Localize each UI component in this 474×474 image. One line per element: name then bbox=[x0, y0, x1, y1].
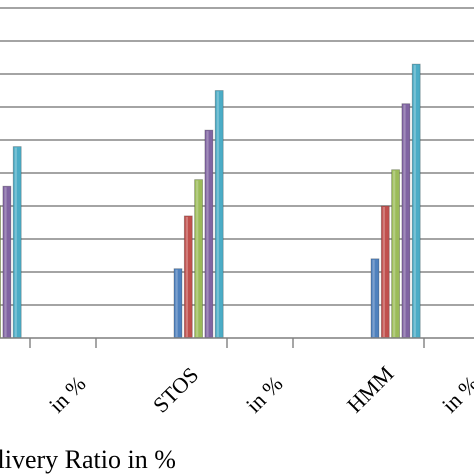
bar-highlight bbox=[185, 216, 188, 337]
bar bbox=[370, 258, 380, 339]
bar-highlight bbox=[196, 180, 199, 337]
x-axis-title: ...livery Ratio in % bbox=[0, 445, 176, 474]
bar-highlight bbox=[216, 91, 219, 337]
bar bbox=[194, 179, 204, 339]
x-tick-label: HMM bbox=[342, 361, 399, 418]
x-ticks bbox=[29, 338, 425, 348]
bar bbox=[214, 90, 224, 339]
x-tick-label: in % bbox=[44, 371, 91, 418]
bars bbox=[0, 63, 421, 339]
bar-highlight bbox=[4, 187, 7, 337]
bar-highlight bbox=[403, 104, 406, 337]
bar-highlight bbox=[382, 207, 385, 337]
bar-highlight bbox=[372, 259, 375, 337]
x-tick-label: in % bbox=[241, 371, 288, 418]
gridlines bbox=[0, 7, 474, 306]
bar bbox=[183, 215, 193, 339]
bar-highlight bbox=[393, 170, 396, 337]
bar bbox=[173, 268, 183, 339]
bar-highlight bbox=[413, 65, 416, 337]
bar bbox=[0, 205, 1, 339]
bar bbox=[2, 185, 12, 339]
bar bbox=[380, 205, 390, 339]
bar-highlight bbox=[206, 131, 209, 337]
bar-highlight bbox=[14, 147, 17, 337]
bar bbox=[411, 63, 421, 339]
bar bbox=[401, 103, 411, 339]
bar bbox=[391, 169, 401, 339]
x-tick-label: STOS bbox=[148, 362, 203, 417]
bar bbox=[12, 146, 22, 339]
bar-highlight bbox=[175, 269, 178, 337]
x-tick-label: in % bbox=[437, 371, 474, 418]
bar bbox=[204, 129, 214, 339]
